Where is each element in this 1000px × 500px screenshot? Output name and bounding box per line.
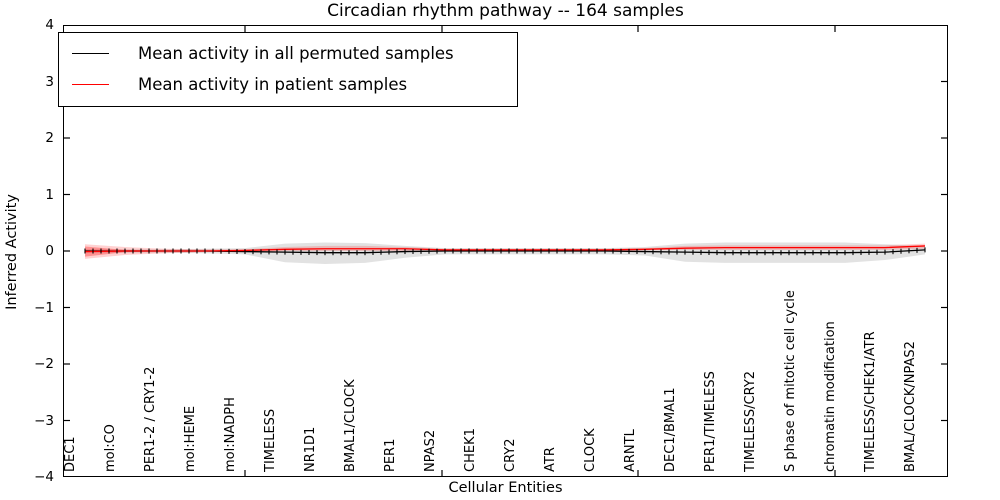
y-tick-label: −2	[34, 356, 54, 372]
y-tick-label: 3	[45, 73, 54, 90]
legend-label-permuted: Mean activity in all permuted samples	[138, 44, 454, 63]
x-tick-label: PER1/TIMELESS	[703, 371, 718, 472]
y-tick-label: 2	[45, 130, 54, 146]
x-tick-label: TIMELESS/CRY2	[743, 370, 758, 472]
x-tick-label: DEC1	[63, 436, 78, 472]
legend-label-patient: Mean activity in patient samples	[138, 75, 408, 94]
chart-title: Circadian rhythm pathway -- 164 samples	[327, 1, 684, 21]
patient-mean-line	[84, 245, 926, 253]
x-tick-label: PER1	[383, 438, 398, 472]
x-tick-label: TIMELESS/CHEK1/ATR	[863, 331, 878, 472]
y-tick-label: 0	[45, 243, 54, 259]
x-tick-label: CLOCK	[583, 428, 598, 472]
legend-box: Mean activity in all permuted samples Me…	[58, 32, 518, 107]
y-tick-label: 1	[45, 186, 54, 203]
y-tick-label: −4	[34, 469, 54, 485]
x-tick-label: ARNTL	[623, 429, 638, 472]
x-tick-label: NR1D1	[303, 426, 318, 472]
x-tick-label: NPAS2	[423, 429, 438, 472]
x-tick-label: CRY2	[503, 438, 518, 473]
x-tick-label: CHEK1	[463, 428, 478, 472]
y-tick-label: −3	[34, 412, 54, 429]
x-tick-label: mol:NADPH	[223, 397, 238, 472]
y-tick-label: −1	[34, 299, 54, 316]
legend-item-patient: Mean activity in patient samples	[59, 69, 517, 100]
x-tick-label: chromatin modification	[823, 321, 838, 472]
plot-area	[63, 25, 948, 477]
legend-line-red	[72, 84, 109, 85]
x-tick-label: DEC1/BMAL1	[663, 387, 678, 473]
legend-item-permuted: Mean activity in all permuted samples	[59, 38, 517, 69]
x-tick-label: BMAL/CLOCK/NPAS2	[903, 341, 918, 472]
x-axis-label: Cellular Entities	[448, 480, 563, 496]
x-tick-label: BMAL1/CLOCK	[343, 379, 358, 472]
x-tick-label: mol:CO	[103, 424, 118, 472]
x-tick-label: ATR	[543, 447, 558, 472]
legend-line-black	[72, 53, 109, 54]
x-tick-label: TIMELESS	[263, 408, 278, 472]
x-tick-label: mol:HEME	[183, 405, 198, 472]
x-tick-label: PER1-2 / CRY1-2	[143, 366, 158, 472]
x-tick-label: S phase of mitotic cell cycle	[783, 290, 798, 472]
y-tick-label: 4	[45, 17, 54, 33]
